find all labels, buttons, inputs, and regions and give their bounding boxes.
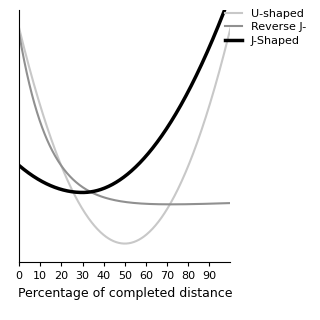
- X-axis label: Percentage of completed distance: Percentage of completed distance: [18, 287, 232, 300]
- Legend: U-shaped, Reverse J-, J-Shaped: U-shaped, Reverse J-, J-Shaped: [221, 4, 311, 50]
